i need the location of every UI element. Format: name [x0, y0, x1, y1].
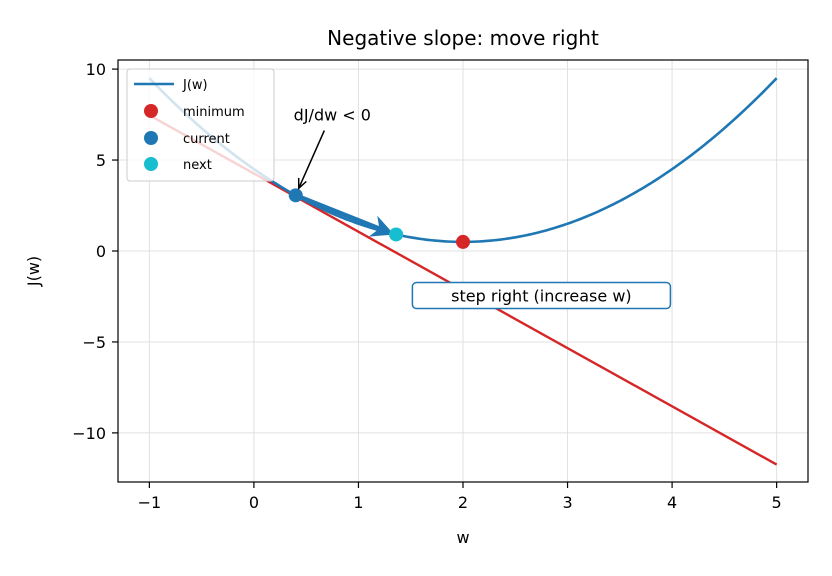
- legend-box: [126, 68, 275, 182]
- legend-label-current: current: [183, 132, 230, 147]
- chart-title: Negative slope: move right: [327, 26, 599, 50]
- x-axis-label: w: [456, 528, 469, 547]
- point-next: [389, 227, 404, 242]
- x-tick-label: 2: [458, 493, 468, 512]
- legend-marker-next: [144, 157, 158, 171]
- x-tick-label: 0: [249, 493, 259, 512]
- legend-label-minimum: minimum: [183, 105, 245, 120]
- legend-label-curve: J(w): [182, 78, 208, 93]
- annotation-step: step right (increase w): [451, 287, 631, 306]
- annotation-slope: dJ/dw < 0: [294, 106, 371, 125]
- y-tick-label: 10: [86, 60, 106, 79]
- y-axis: −10 −5 0 5 10: [72, 60, 118, 443]
- x-tick-label: 1: [353, 493, 363, 512]
- point-minimum: [456, 234, 470, 249]
- y-tick-label: −5: [82, 333, 106, 352]
- x-tick-label: 4: [667, 493, 677, 512]
- point-current: [288, 188, 303, 203]
- y-tick-label: −10: [72, 424, 106, 443]
- annotation-arrow: [299, 130, 326, 189]
- x-tick-label: 3: [562, 493, 572, 512]
- x-tick-label: −1: [138, 493, 162, 512]
- legend-marker-current: [144, 131, 158, 145]
- y-tick-label: 0: [96, 242, 106, 261]
- legend-marker-minimum: [144, 104, 158, 118]
- y-axis-label: J(w): [24, 256, 43, 287]
- legend: J(w) minimum current next: [126, 68, 275, 182]
- x-axis: −1 0 1 2 3 4 5: [138, 482, 782, 512]
- annotation-box: [411, 281, 672, 310]
- legend-label-next: next: [183, 158, 212, 173]
- step-arrow: [294, 193, 394, 237]
- y-tick-label: 5: [96, 151, 106, 170]
- x-tick-label: 5: [772, 493, 782, 512]
